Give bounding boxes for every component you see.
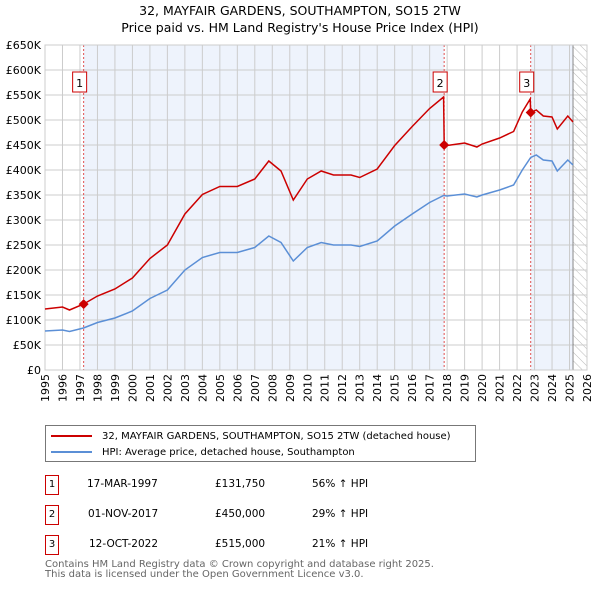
price: £515,000 xyxy=(215,538,266,550)
x-tick-label: 2018 xyxy=(441,374,454,402)
sale-label-box xyxy=(432,71,448,93)
sale-point xyxy=(525,107,536,118)
x-tick-label: 2000 xyxy=(126,374,139,402)
hpi-diff: 56% ↑ HPI xyxy=(312,478,369,490)
y-tick-label: £0 xyxy=(27,364,41,377)
x-tick-label: 2013 xyxy=(354,374,367,402)
legend-label: HPI: Average price, detached house, Sout… xyxy=(102,446,355,458)
x-tick-label: 1998 xyxy=(91,374,104,402)
y-tick-label: £650K xyxy=(6,39,42,52)
hpi-diff: 21% ↑ HPI xyxy=(312,538,369,550)
footer: Contains HM Land Registry data © Crown c… xyxy=(45,560,434,580)
y-tick-label: £600K xyxy=(6,64,42,77)
sale-label: 2 xyxy=(437,77,444,90)
x-tick-label: 2003 xyxy=(179,374,192,402)
transaction-row: 3 12-OCT-2022 £515,000 21% ↑ HPI xyxy=(45,535,465,555)
x-tick-label: 2011 xyxy=(319,374,332,402)
y-tick-label: £400K xyxy=(6,164,42,177)
x-tick-label: 2021 xyxy=(494,374,507,402)
x-tick-label: 2007 xyxy=(249,374,262,402)
y-tick-label: £100K xyxy=(6,314,42,327)
date: 12-OCT-2022 xyxy=(89,538,158,550)
x-tick-label: 2025 xyxy=(564,374,577,402)
hpi-diff: 29% ↑ HPI xyxy=(312,508,369,520)
x-tick-label: 2008 xyxy=(266,374,279,402)
subtitle-line: Price paid vs. HM Land Registry's House … xyxy=(121,20,479,35)
transaction-row: 1 17-MAR-1997 £131,750 56% ↑ HPI xyxy=(45,475,465,495)
marker-badge: 1 xyxy=(45,475,59,495)
y-tick-label: £450K xyxy=(6,139,42,152)
sale-point xyxy=(439,140,450,150)
copyright-line: Contains HM Land Registry data © Crown c… xyxy=(45,559,434,570)
y-tick-label: £350K xyxy=(6,189,42,202)
sale-label: 3 xyxy=(523,77,530,90)
price: £131,750 xyxy=(215,478,266,490)
legend-item-hpi: HPI: Average price, detached house, Sout… xyxy=(51,444,355,460)
sale-point xyxy=(78,299,89,310)
price: £450,000 xyxy=(215,508,266,520)
shaded-region xyxy=(83,45,445,370)
plot-border xyxy=(44,44,588,371)
x-tick-label: 2009 xyxy=(284,374,297,402)
x-tick-label: 2019 xyxy=(459,374,472,402)
x-tick-label: 2014 xyxy=(371,374,384,402)
marker-badge: 2 xyxy=(45,505,59,525)
forecast-hatch xyxy=(573,45,587,370)
date: 01-NOV-2017 xyxy=(88,508,159,520)
red-line-swatch xyxy=(51,435,92,437)
legend-item-property: 32, MAYFAIR GARDENS, SOUTHAMPTON, SO15 2… xyxy=(51,428,451,444)
chart-title: 32, MAYFAIR GARDENS, SOUTHAMPTON, SO15 2… xyxy=(0,2,600,36)
series-line xyxy=(44,95,574,311)
x-tick-label: 1999 xyxy=(109,374,122,402)
x-tick-label: 2002 xyxy=(161,374,174,402)
sale-label-box xyxy=(519,71,535,93)
blue-line-swatch xyxy=(51,451,92,453)
y-tick-label: £500K xyxy=(6,114,42,127)
x-tick-label: 1996 xyxy=(56,374,69,402)
sale-label-box xyxy=(72,71,88,93)
date: 17-MAR-1997 xyxy=(87,478,158,490)
y-tick-label: £300K xyxy=(6,214,42,227)
legend-label: 32, MAYFAIR GARDENS, SOUTHAMPTON, SO15 2… xyxy=(102,430,451,442)
x-tick-label: 2026 xyxy=(581,374,594,402)
title-line: 32, MAYFAIR GARDENS, SOUTHAMPTON, SO15 2… xyxy=(139,3,461,18)
x-tick-label: 2012 xyxy=(336,374,349,402)
x-tick-label: 2023 xyxy=(529,374,542,402)
x-tick-label: 2015 xyxy=(389,374,402,402)
price-chart: 1 2 3 £0 £50K £100K £150K £200K £250K £300K £350K £… xyxy=(6,39,594,402)
license-line: This data is licensed under the Open Gov… xyxy=(45,569,364,580)
y-tick-label: £550K xyxy=(6,89,42,102)
y-tick-label: £200K xyxy=(6,264,42,277)
x-tick-label: 2001 xyxy=(144,374,157,402)
transaction-row: 2 01-NOV-2017 £450,000 29% ↑ HPI xyxy=(45,505,465,525)
legend: 32, MAYFAIR GARDENS, SOUTHAMPTON, SO15 2… xyxy=(45,425,476,462)
series-line xyxy=(44,154,574,333)
x-tick-label: 2024 xyxy=(546,374,559,402)
x-tick-label: 2010 xyxy=(301,374,314,402)
marker-badge: 3 xyxy=(45,535,59,555)
x-tick-label: 2017 xyxy=(424,374,437,402)
x-tick-label: 2020 xyxy=(476,374,489,402)
x-tick-label: 2005 xyxy=(214,374,227,402)
sale-label: 1 xyxy=(76,77,83,90)
y-tick-label: £150K xyxy=(6,289,42,302)
x-tick-label: 2016 xyxy=(406,374,419,402)
x-tick-label: 2004 xyxy=(196,374,209,402)
y-tick-label: £50K xyxy=(13,339,42,352)
x-tick-label: 2006 xyxy=(231,374,244,402)
y-tick-label: £250K xyxy=(6,239,42,252)
x-tick-label: 1995 xyxy=(39,374,52,402)
x-tick-label: 2022 xyxy=(511,374,524,402)
x-tick-label: 1997 xyxy=(74,374,87,402)
